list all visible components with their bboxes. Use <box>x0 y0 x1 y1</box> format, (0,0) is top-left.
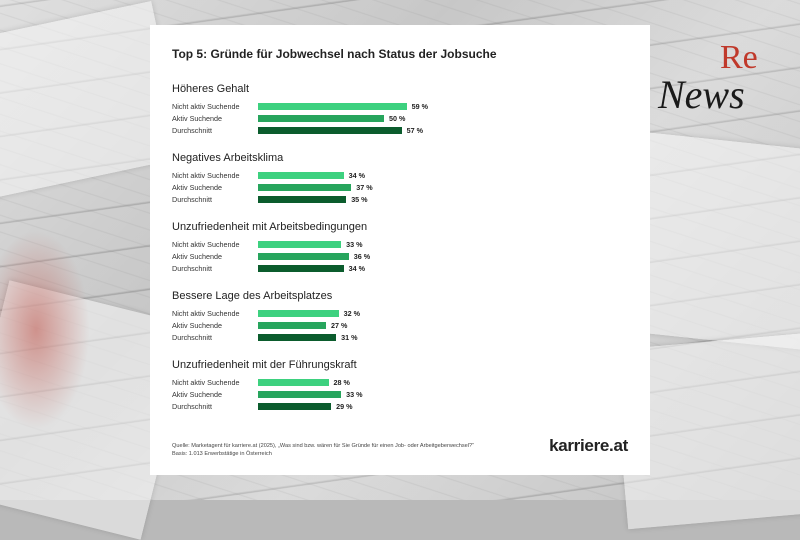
data-label: 37 % <box>356 183 373 192</box>
series-label: Durchschnitt <box>172 402 212 411</box>
data-label: 57 % <box>406 126 424 135</box>
series-label: Nicht aktiv Suchende <box>172 378 240 387</box>
series-label: Nicht aktiv Suchende <box>172 171 240 180</box>
bar <box>258 172 344 179</box>
data-label: 29 % <box>336 402 353 411</box>
bar <box>258 265 344 272</box>
bar <box>258 196 347 203</box>
logo-re: Re <box>720 39 758 76</box>
bar <box>258 403 332 410</box>
logo-news: News <box>657 72 745 117</box>
series-label: Nicht aktiv Suchende <box>172 309 240 318</box>
data-label: 34 % <box>348 264 366 273</box>
series-label: Aktiv Suchende <box>172 321 222 330</box>
series-label: Aktiv Suchende <box>172 390 222 399</box>
data-label: 59 % <box>411 102 429 111</box>
series-label: Aktiv Suchende <box>172 114 222 123</box>
series-label: Nicht aktiv Suchende <box>172 102 240 111</box>
data-label: 35 % <box>351 195 368 204</box>
source-note: Quelle: Marketagent für karriere.at (202… <box>172 443 474 458</box>
series-label: Durchschnitt <box>172 264 212 273</box>
series-label: Durchschnitt <box>172 126 212 135</box>
data-label: 32 % <box>343 309 361 318</box>
bar <box>258 310 339 317</box>
bar <box>258 115 384 122</box>
category-title: Höheres Gehalt <box>172 83 250 95</box>
chart-title: Top 5: Gründe für Jobwechsel nach Status… <box>172 47 497 61</box>
data-label: 36 % <box>353 252 371 261</box>
series-label: Nicht aktiv Suchende <box>172 240 240 249</box>
data-label: 33 % <box>346 240 363 249</box>
bar <box>258 127 402 134</box>
bar <box>258 103 407 110</box>
bar <box>258 184 352 191</box>
data-label: 34 % <box>348 171 366 180</box>
series-label: Durchschnitt <box>172 333 212 342</box>
chart-card: Top 5: Gründe für Jobwechsel nach Status… <box>150 25 650 475</box>
source-line: Quelle: Marketagent für karriere.at (202… <box>172 443 475 449</box>
bar <box>258 391 342 398</box>
bar <box>258 334 337 341</box>
bar <box>258 379 329 386</box>
bar <box>258 253 349 260</box>
category-title: Negatives Arbeitsklima <box>172 152 284 164</box>
series-label: Durchschnitt <box>172 195 212 204</box>
renews-logo: Re News <box>657 39 758 117</box>
basis-line: Basis: 1.013 Erwerbstätige in Österreich <box>172 450 272 457</box>
data-label: 50 % <box>389 114 406 123</box>
category-title: Unzufriedenheit mit Arbeitsbedingungen <box>172 221 368 233</box>
data-label: 27 % <box>331 321 348 330</box>
data-label: 33 % <box>346 390 363 399</box>
bar <box>258 322 327 329</box>
category-title: Unzufriedenheit mit der Führungskraft <box>172 359 357 371</box>
data-label: 31 % <box>341 333 358 342</box>
brand-logo: karriere.at <box>549 436 628 455</box>
category-title: Bessere Lage des Arbeitsplatzes <box>172 290 333 302</box>
bar <box>258 241 342 248</box>
series-label: Aktiv Suchende <box>172 183 222 192</box>
series-label: Aktiv Suchende <box>172 252 222 261</box>
data-label: 28 % <box>333 378 350 387</box>
